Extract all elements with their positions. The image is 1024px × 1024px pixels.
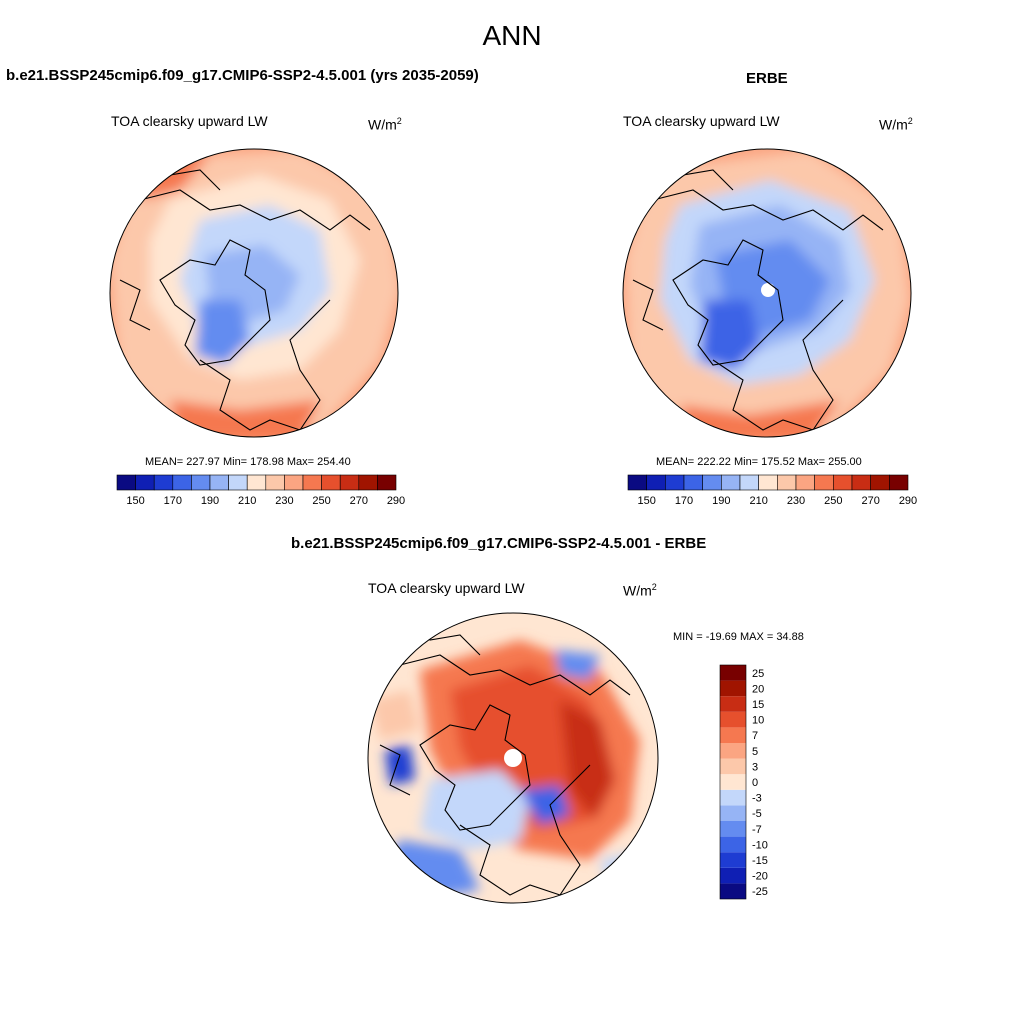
colorbar-swatch	[683, 474, 703, 491]
colorbar-tick-label: 7	[752, 730, 758, 742]
colorbar-tick-label: 190	[201, 495, 219, 507]
colorbar-swatch	[833, 474, 853, 491]
colorbar-tick-label: 290	[387, 495, 405, 507]
colorbar-tick-label: -25	[752, 886, 768, 898]
colorbar-tick-label: 210	[238, 495, 256, 507]
panel1-variable-title: TOA clearsky upward LW	[111, 113, 268, 129]
colorbar-frame	[719, 664, 747, 900]
colorbar-tick-label: 25	[752, 668, 764, 680]
panel3-colorbar: -25 -20 -15 -10 -7 -5 -3 0 3 5 7 10 15 20 25	[719, 664, 768, 900]
colorbar-swatch	[720, 743, 746, 759]
panel1-case-title: b.e21.BSSP245cmip6.f09_g17.CMIP6-SSP2-4.…	[6, 67, 479, 84]
colorbar-swatch	[339, 474, 360, 491]
panel3-units: W/m2	[623, 582, 657, 599]
colorbar-tick-label: -3	[752, 793, 762, 805]
colorbar-tick-label: 290	[899, 495, 917, 507]
colorbar-swatch	[814, 474, 834, 491]
colorbar-swatch	[720, 867, 746, 884]
colorbar-swatch	[116, 474, 136, 491]
colorbar-swatch	[321, 474, 341, 491]
colorbar-swatch	[720, 805, 746, 821]
panel2-colorbar: 150 170 190 210 230 250 270 290	[627, 474, 917, 507]
colorbar-tick-label: -7	[752, 824, 762, 836]
panel2-variable-title: TOA clearsky upward LW	[623, 113, 780, 129]
panel2-case-title: ERBE	[746, 70, 788, 87]
panel3-stats: MIN = -19.69 MAX = 34.88	[673, 631, 804, 643]
colorbar-swatch	[646, 474, 666, 491]
colorbar-tick-label: 0	[752, 777, 758, 789]
colorbar-swatch	[702, 474, 722, 491]
colorbar-tick-label: 5	[752, 746, 758, 758]
colorbar-tick-label: -10	[752, 839, 768, 851]
colorbar-swatch	[191, 474, 211, 491]
colorbar-swatch	[377, 474, 397, 491]
panel2-stats: MEAN= 222.22 Min= 175.52 Max= 255.00	[656, 456, 862, 468]
panel3-case-title: b.e21.BSSP245cmip6.f09_g17.CMIP6-SSP2-4.…	[291, 535, 707, 552]
colorbar-swatch	[720, 711, 746, 728]
colorbar-swatch	[721, 474, 741, 491]
colorbar-swatch	[209, 474, 229, 491]
colorbar-swatch	[302, 474, 322, 491]
panel1-stats: MEAN= 227.97 Min= 178.98 Max= 254.40	[145, 456, 351, 468]
colorbar-swatch	[720, 789, 746, 806]
colorbar-tick-label: 170	[675, 495, 693, 507]
colorbar-tick-label: -15	[752, 855, 768, 867]
colorbar-tick-label: -20	[752, 871, 768, 883]
panel2-units: W/m2	[879, 116, 913, 133]
colorbar-swatch	[720, 774, 746, 790]
colorbar-swatch	[720, 727, 746, 743]
colorbar-swatch	[228, 474, 248, 491]
colorbar-swatch	[889, 474, 909, 491]
colorbar-tick-label: 20	[752, 683, 764, 695]
colorbar-swatch	[758, 474, 778, 491]
colorbar-tick-label: 15	[752, 699, 764, 711]
colorbar-swatch	[851, 474, 871, 491]
colorbar-tick-label: 230	[275, 495, 293, 507]
panel1-colorbar: 150 170 190 210 230 250 270 290	[116, 474, 405, 507]
main-title: ANN	[482, 20, 542, 51]
colorbar-swatch	[720, 696, 746, 712]
colorbar-tick-label: 3	[752, 761, 758, 773]
colorbar-swatch	[172, 474, 192, 491]
colorbar-swatch	[720, 758, 746, 775]
colorbar-swatch	[135, 474, 155, 491]
colorbar-swatch	[665, 474, 685, 491]
colorbar-swatch	[627, 474, 647, 491]
panel3-variable-title: TOA clearsky upward LW	[368, 580, 525, 596]
colorbar-tick-label: 150	[637, 495, 655, 507]
colorbar-swatch	[795, 474, 815, 491]
colorbar-tick-label: 230	[787, 495, 805, 507]
colorbar-swatch	[720, 680, 746, 697]
colorbar-swatch	[720, 821, 746, 837]
colorbar-tick-label: 150	[126, 495, 144, 507]
colorbar-swatch	[720, 836, 746, 853]
panel2-polar-map	[622, 148, 912, 438]
colorbar-tick-label: 270	[350, 495, 368, 507]
colorbar-swatch	[358, 474, 378, 491]
colorbar-swatch	[777, 474, 797, 491]
colorbar-tick-label: 210	[749, 495, 767, 507]
colorbar-tick-label: 10	[752, 715, 764, 727]
colorbar-swatch	[153, 474, 174, 491]
colorbar-tick-label: 170	[164, 495, 182, 507]
colorbar-tick-label: 250	[824, 495, 842, 507]
colorbar-swatch	[246, 474, 267, 491]
colorbar-tick-label: 270	[861, 495, 879, 507]
colorbar-swatch	[720, 883, 746, 899]
colorbar-tick-label: 190	[712, 495, 730, 507]
panel3-polar-map	[367, 612, 659, 904]
panel1-units: W/m2	[368, 116, 402, 133]
panel1-polar-map	[109, 148, 399, 438]
colorbar-swatch	[870, 474, 890, 491]
colorbar-swatch	[284, 474, 304, 491]
colorbar-swatch	[720, 665, 746, 681]
colorbar-swatch	[720, 852, 746, 868]
colorbar-tick-label: 250	[312, 495, 330, 507]
colorbar-swatch	[739, 474, 759, 491]
colorbar-tick-label: -5	[752, 808, 762, 820]
colorbar-swatch	[265, 474, 285, 491]
